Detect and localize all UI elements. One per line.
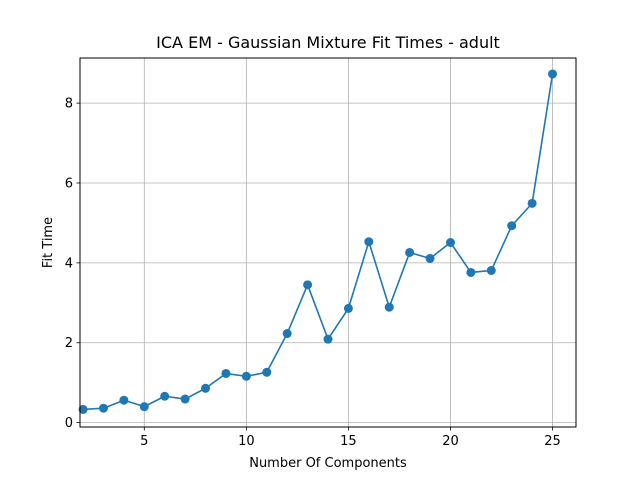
data-point bbox=[527, 198, 537, 208]
data-point bbox=[262, 367, 272, 377]
x-tick-label: 5 bbox=[140, 434, 148, 449]
x-tick-label: 25 bbox=[544, 434, 561, 449]
data-point bbox=[507, 221, 517, 231]
data-point bbox=[98, 403, 108, 413]
grid bbox=[80, 58, 576, 427]
data-point bbox=[466, 267, 476, 277]
data-point bbox=[384, 302, 394, 312]
data-point bbox=[445, 238, 455, 247]
data-point bbox=[343, 303, 353, 313]
series-layer bbox=[78, 69, 558, 414]
x-axis-label: Number Of Components bbox=[249, 456, 407, 471]
data-point bbox=[221, 368, 231, 378]
plot-frame bbox=[79, 57, 577, 428]
x-tick-label: 10 bbox=[238, 434, 255, 449]
data-point bbox=[241, 371, 251, 381]
y-tick-label: 2 bbox=[65, 336, 73, 351]
chart-title: ICA EM - Gaussian Mixture Fit Times - ad… bbox=[156, 33, 500, 52]
data-point bbox=[486, 265, 496, 275]
data-point bbox=[405, 247, 415, 257]
data-point bbox=[139, 402, 149, 412]
y-tick-label: 4 bbox=[65, 256, 73, 271]
data-point bbox=[160, 391, 170, 401]
data-point bbox=[323, 334, 333, 344]
y-axis-label: Fit Time bbox=[41, 217, 56, 268]
x-tick-label: 15 bbox=[340, 434, 357, 449]
data-point bbox=[425, 253, 435, 263]
x-tick-label: 20 bbox=[442, 434, 459, 449]
data-point bbox=[78, 404, 88, 414]
data-point bbox=[364, 237, 374, 247]
data-point bbox=[282, 329, 292, 339]
data-point bbox=[548, 69, 558, 79]
y-tick-label: 0 bbox=[65, 416, 73, 431]
data-point bbox=[119, 395, 129, 405]
y-tick-label: 8 bbox=[65, 97, 73, 112]
data-point bbox=[201, 383, 211, 393]
y-tick-label: 6 bbox=[65, 176, 73, 191]
data-point bbox=[180, 394, 190, 404]
ticks: 5 10 15 20 25 0 2 4 6 8 bbox=[65, 97, 561, 449]
data-point bbox=[303, 280, 313, 290]
